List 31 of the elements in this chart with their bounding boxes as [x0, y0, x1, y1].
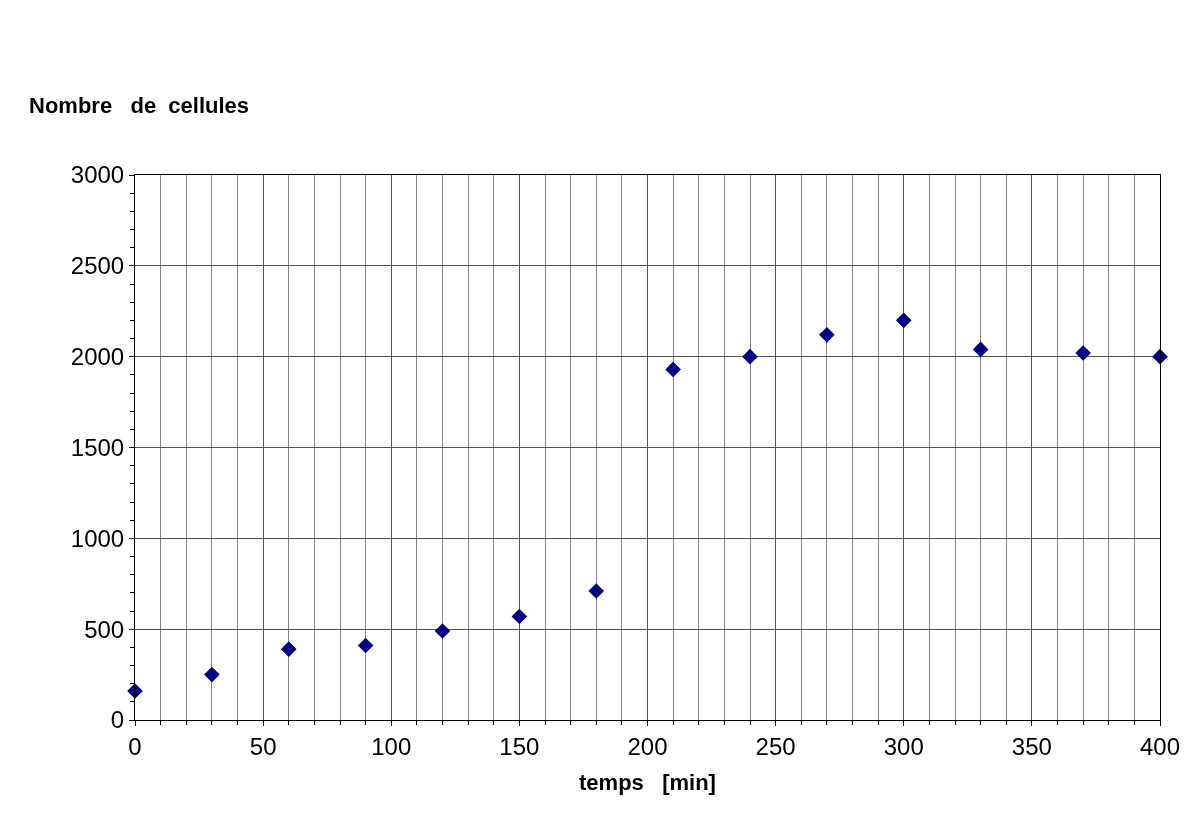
y-tick-label: 0 — [110, 706, 125, 734]
x-tick-label: 100 — [371, 732, 412, 760]
y-tick-label: 2000 — [70, 343, 125, 371]
point — [819, 327, 835, 343]
x-tick-label: 400 — [1139, 732, 1181, 760]
point — [972, 341, 989, 358]
x-tick-label: 300 — [883, 732, 924, 760]
x-tick-label: 200 — [627, 732, 668, 760]
point — [357, 637, 374, 654]
point — [742, 348, 758, 365]
y-axis-title: Nombre de cellules — [29, 93, 250, 118]
point — [511, 608, 528, 625]
x-tick-label: 150 — [499, 732, 540, 760]
y-tick-label: 1000 — [70, 524, 125, 552]
x-axis-title: temps [min] — [579, 769, 716, 795]
y-tick-label: 1500 — [70, 433, 125, 461]
x-tick-label: 350 — [1011, 732, 1052, 760]
x-tick-label: 0 — [128, 732, 142, 760]
x-tick-label: 50 — [249, 732, 277, 760]
x-tick-label: 250 — [755, 732, 796, 760]
y-tick-label: 500 — [84, 615, 125, 643]
point — [204, 666, 220, 683]
y-tick-label: 3000 — [70, 161, 125, 189]
point — [665, 361, 681, 378]
point — [280, 641, 297, 657]
point — [588, 583, 605, 599]
point — [1075, 345, 1091, 361]
point — [1152, 348, 1168, 365]
y-tick-label: 2500 — [70, 252, 125, 280]
point — [434, 623, 451, 639]
point — [895, 312, 912, 329]
